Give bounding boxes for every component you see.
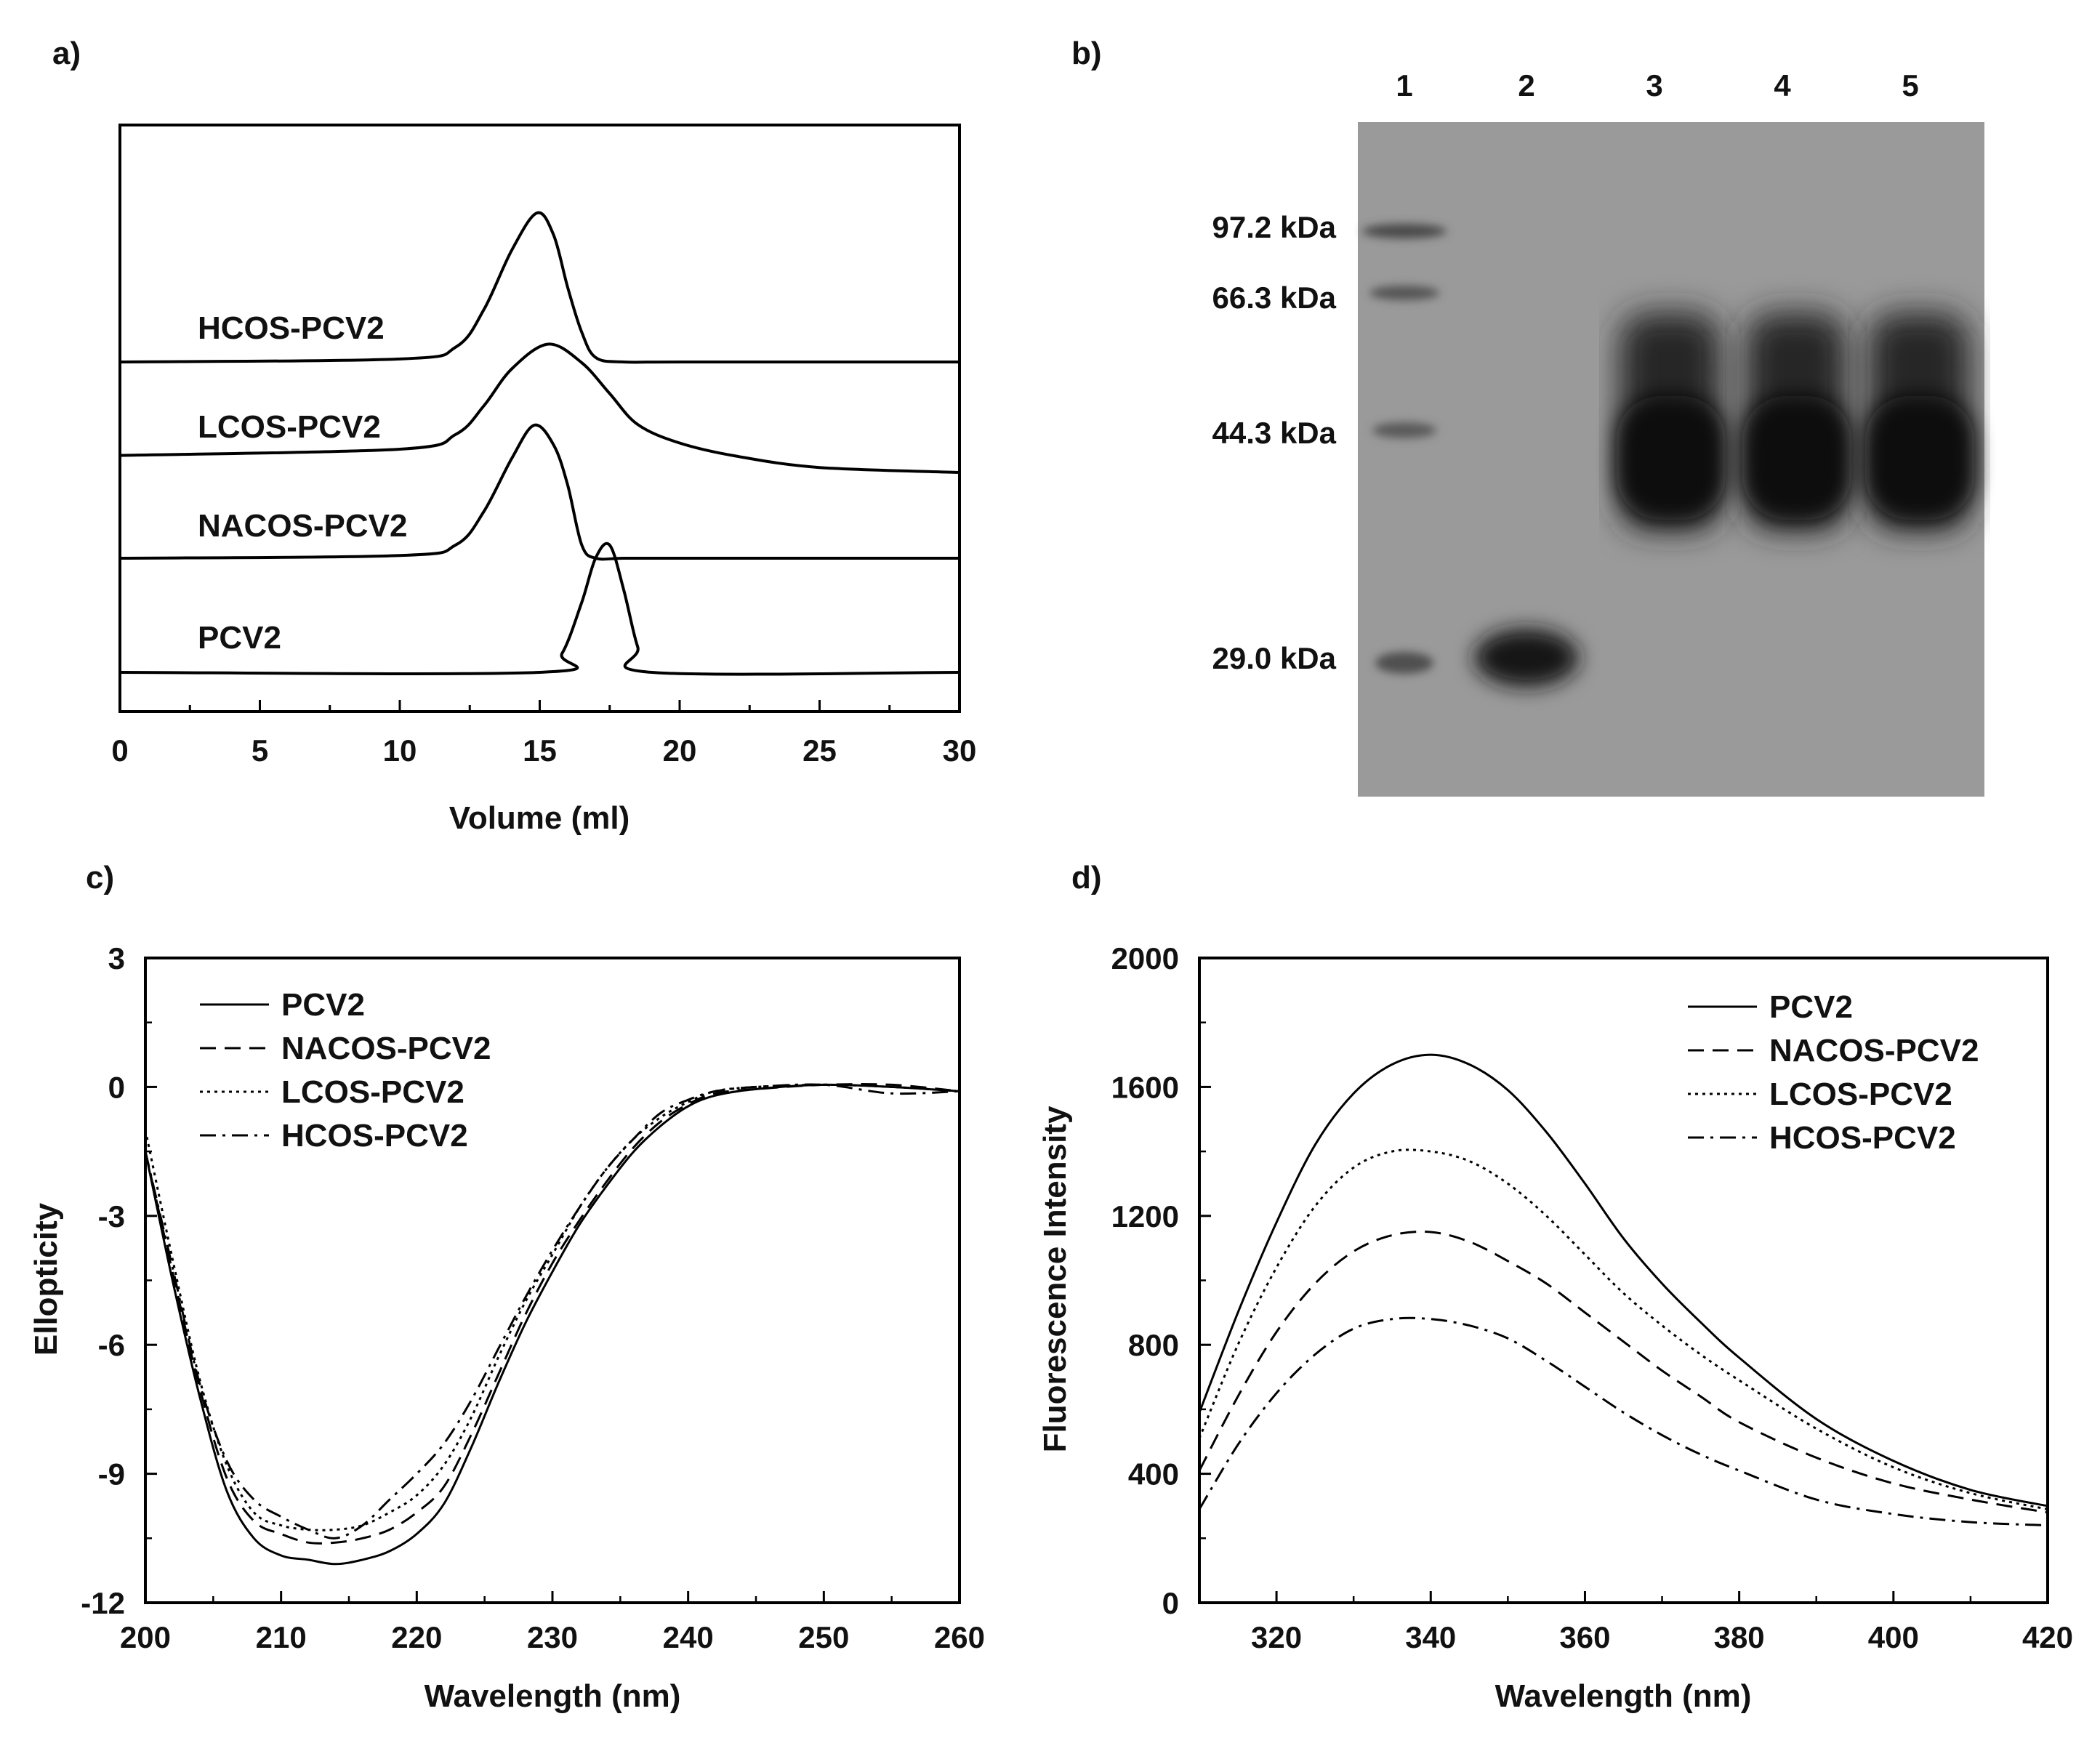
a-trace-label-nacos-pcv2: NACOS-PCV2	[198, 508, 408, 544]
d-legend-label: NACOS-PCV2	[1769, 1033, 1979, 1068]
d-y-tick-label: 400	[1128, 1457, 1179, 1492]
gel-lane-1-marker-66	[1369, 286, 1439, 300]
d-x-tick-label: 380	[1714, 1620, 1765, 1654]
c-x-tick-label: 220	[391, 1620, 442, 1654]
c-y-tick-label: -3	[98, 1199, 125, 1233]
c-legend-label: HCOS-PCV2	[281, 1118, 468, 1154]
panel-c-y-axis-title: Ellopticity	[28, 1202, 64, 1356]
panel-letter-d: d)	[1071, 860, 1102, 895]
c-legend-label: LCOS-PCV2	[281, 1074, 464, 1110]
panel-d-y-axis-title: Fluorescence Intensity	[1037, 1106, 1073, 1452]
c-y-tick-label: 0	[108, 1070, 125, 1104]
gel-lane-4-band	[1742, 396, 1851, 520]
c-trace-hcos-pcv2	[144, 1083, 960, 1539]
d-trace-lcos-pcv2	[1198, 1148, 2048, 1510]
d-y-tick-label: 1200	[1111, 1199, 1179, 1233]
c-x-tick-label: 210	[256, 1620, 307, 1654]
gel-lane-label-3: 3	[1646, 68, 1662, 102]
c-x-tick-label: 200	[120, 1620, 171, 1654]
panel-c-x-axis-title: Wavelength (nm)	[425, 1678, 681, 1714]
panel-c-cd-spectra: 200 210 220 230 240 250 260 3 0 -3 -6 -9 -12 PCV2 NAC…	[28, 941, 985, 1714]
c-legend-label: NACOS-PCV2	[281, 1031, 491, 1066]
c-trace-pcv2	[144, 1083, 960, 1566]
panel-a-x-axis-title: Volume (ml)	[449, 800, 630, 836]
panel-letter-a: a)	[52, 36, 81, 71]
gel-lane-label-1: 1	[1396, 68, 1412, 102]
c-trace-lcos-pcv2	[144, 1083, 960, 1531]
d-y-tick-label: 800	[1128, 1328, 1179, 1362]
gel-lane-label-5: 5	[1902, 68, 1918, 102]
a-x-tick-label: 10	[383, 733, 417, 768]
gel-lane-5-band	[1865, 396, 1974, 520]
a-trace-lcos-pcv2	[119, 342, 960, 474]
gel-lane-label-4: 4	[1774, 68, 1791, 102]
gel-lane-label-2: 2	[1518, 68, 1534, 102]
a-trace-label-pcv2: PCV2	[198, 620, 281, 656]
d-y-tick-label: 1600	[1111, 1070, 1179, 1104]
d-x-tick-label: 360	[1559, 1620, 1610, 1654]
a-trace-pcv2	[119, 542, 960, 676]
d-x-tick-label: 320	[1251, 1620, 1302, 1654]
panel-d-x-axis-title: Wavelength (nm)	[1495, 1678, 1752, 1714]
d-x-tick-label: 340	[1405, 1620, 1456, 1654]
panel-a-chromatogram: 0 5 10 15 20 25 30 HCOS-PCV2 LCOS-PCV2 NACOS-PCV…	[111, 124, 977, 836]
c-y-tick-label: -12	[81, 1586, 125, 1620]
d-legend-label: PCV2	[1769, 989, 1853, 1025]
panel-c-frame	[144, 957, 961, 1604]
a-x-tick-label: 5	[252, 733, 268, 768]
panel-letter-b: b)	[1071, 36, 1102, 71]
gel-marker-label-44: 44.3 kDa	[1212, 416, 1337, 450]
a-x-tick-label: 0	[111, 733, 128, 768]
gel-lane-1-marker-97	[1362, 224, 1447, 238]
a-x-tick-label: 30	[943, 733, 977, 768]
panel-b-gel: 1 2 3 4 5 97.2 kDa 66.3 kDa 44.3 kDa 29.…	[1212, 68, 1984, 797]
d-trace-nacos-pcv2	[1198, 1230, 2048, 1514]
panel-letter-c: c)	[86, 860, 114, 895]
c-trace-nacos-pcv2	[144, 1083, 960, 1545]
gel-lane-1-marker-44	[1372, 422, 1436, 438]
a-x-tick-label: 15	[523, 733, 557, 768]
c-y-tick-label: -9	[98, 1457, 125, 1492]
gel-lane-3-band	[1617, 396, 1726, 520]
a-trace-label-hcos-pcv2: HCOS-PCV2	[198, 310, 385, 346]
d-trace-pcv2	[1198, 1053, 2048, 1508]
d-trace-hcos-pcv2	[1198, 1316, 2048, 1527]
d-y-tick-label: 0	[1162, 1586, 1179, 1620]
gel-lane-2-band	[1474, 629, 1579, 687]
gel-marker-label-66: 66.3 kDa	[1212, 281, 1337, 315]
d-legend-label: HCOS-PCV2	[1769, 1120, 1956, 1156]
d-x-tick-label: 420	[2022, 1620, 2073, 1654]
c-y-tick-label: -6	[98, 1328, 125, 1362]
c-x-tick-label: 250	[798, 1620, 849, 1654]
a-x-tick-label: 25	[802, 733, 837, 768]
c-legend-label: PCV2	[281, 987, 365, 1023]
c-x-tick-label: 260	[934, 1620, 985, 1654]
c-y-tick-label: 3	[108, 941, 125, 975]
d-y-tick-label: 2000	[1111, 941, 1179, 975]
c-x-tick-label: 230	[527, 1620, 578, 1654]
d-x-tick-label: 400	[1868, 1620, 1919, 1654]
panel-d-fluorescence: 320 340 360 380 400 420 0 400 800 1200 1600 2000 PC…	[1037, 941, 2073, 1714]
a-trace-hcos-pcv2	[119, 211, 960, 364]
a-trace-label-lcos-pcv2: LCOS-PCV2	[198, 409, 381, 445]
c-x-tick-label: 240	[663, 1620, 714, 1654]
gel-lane-1-marker-29	[1375, 652, 1433, 674]
a-x-tick-label: 20	[663, 733, 697, 768]
a-trace-nacos-pcv2	[119, 423, 960, 561]
gel-marker-label-97: 97.2 kDa	[1212, 210, 1337, 244]
gel-marker-label-29: 29.0 kDa	[1212, 641, 1337, 675]
d-legend-label: LCOS-PCV2	[1769, 1076, 1952, 1112]
